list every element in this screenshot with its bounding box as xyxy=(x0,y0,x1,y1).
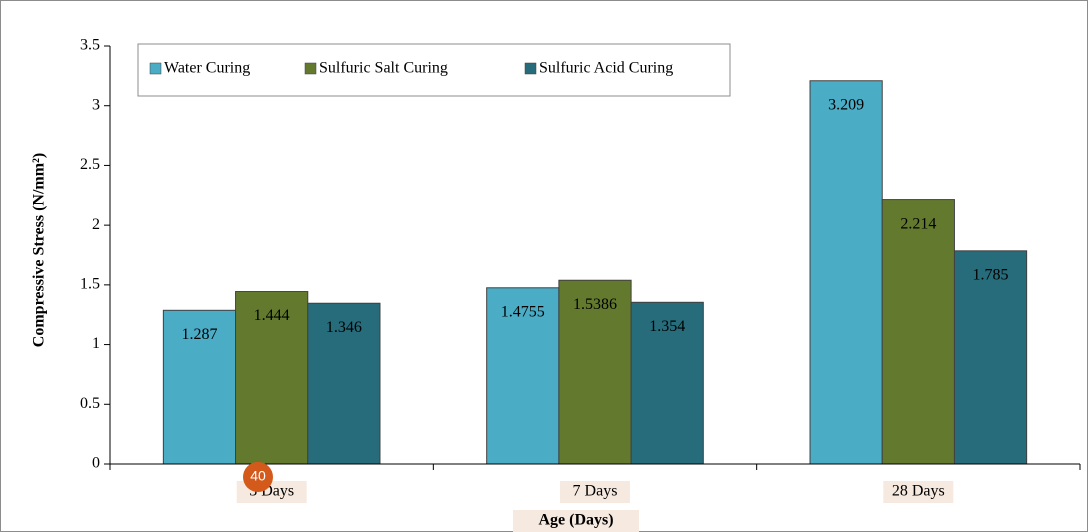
y-tick-label: 2.5 xyxy=(80,156,100,173)
y-tick-label: 3.5 xyxy=(80,37,100,54)
value-label: 1.287 xyxy=(181,326,217,343)
value-label: 3.209 xyxy=(828,96,864,113)
bar xyxy=(809,80,883,465)
value-label: 1.5386 xyxy=(573,296,617,313)
bar xyxy=(486,287,560,465)
bar xyxy=(630,301,704,465)
legend-swatch xyxy=(149,62,162,75)
y-tick-label: 0 xyxy=(92,455,100,472)
y-tick-label: 1 xyxy=(92,335,100,352)
x-tick-label: 7 Days xyxy=(573,483,618,500)
x-axis-title: Age (Days) xyxy=(538,512,613,529)
legend-swatch xyxy=(524,62,537,75)
badge-label: 40 xyxy=(250,468,266,484)
x-title-highlight xyxy=(513,510,639,532)
legend-label: Water Curing xyxy=(164,60,250,77)
bar xyxy=(558,279,632,465)
value-label: 1.354 xyxy=(649,318,685,335)
value-label: 1.346 xyxy=(326,319,362,336)
y-tick-label: 1.5 xyxy=(80,276,100,293)
bar xyxy=(953,250,1028,465)
y-axis-title: Compressive Stress (N/mm²) xyxy=(31,153,48,347)
x-label-highlight xyxy=(883,481,954,503)
y-tick-label: 0.5 xyxy=(80,395,100,412)
legend-box xyxy=(137,43,731,97)
bar xyxy=(881,199,955,465)
badge xyxy=(243,462,273,492)
x-label-highlight xyxy=(560,481,630,503)
value-label: 1.785 xyxy=(973,266,1009,283)
y-tick-label: 3 xyxy=(92,96,100,113)
y-tick-label: 2 xyxy=(92,216,100,233)
value-label: 1.4755 xyxy=(501,303,545,320)
bar xyxy=(162,309,237,465)
legend-label: Sulfuric Salt Curing xyxy=(319,60,448,77)
value-label: 2.214 xyxy=(900,215,936,232)
x-tick-label: 28 Days xyxy=(892,483,945,500)
bar xyxy=(307,302,381,465)
value-label: 1.444 xyxy=(254,307,290,324)
legend-swatch xyxy=(304,62,317,75)
legend-label: Sulfuric Acid Curing xyxy=(539,60,673,77)
